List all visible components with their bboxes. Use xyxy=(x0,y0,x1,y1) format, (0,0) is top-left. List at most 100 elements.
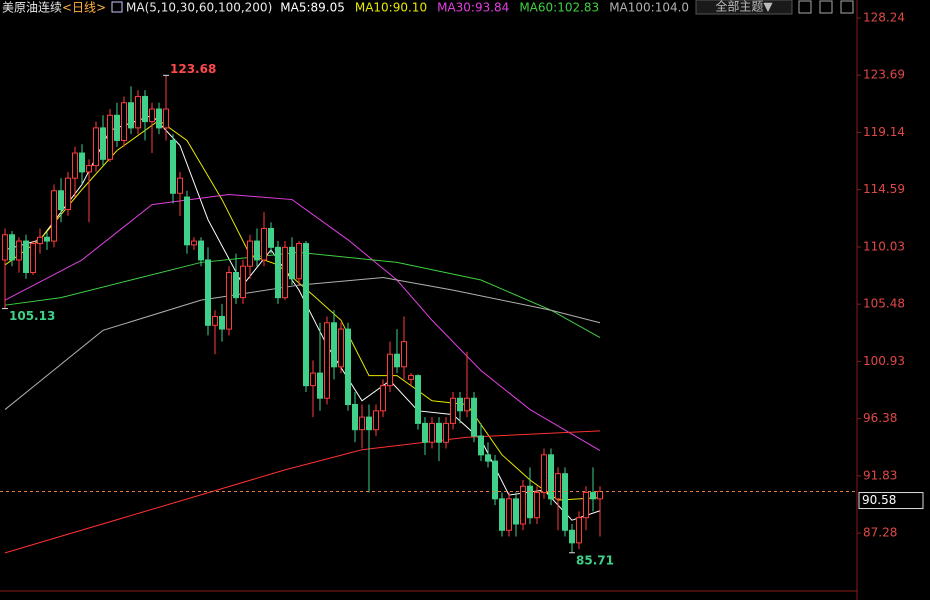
icon-button[interactable] xyxy=(840,0,854,14)
theme-menu[interactable] xyxy=(695,0,793,15)
ma-line xyxy=(4,277,601,410)
candle-body xyxy=(541,454,547,494)
icon-button[interactable] xyxy=(819,0,833,14)
candle-body xyxy=(30,243,36,273)
candle-body xyxy=(142,95,148,123)
candle-body xyxy=(415,375,421,424)
candle-body xyxy=(338,328,344,368)
candle-body xyxy=(128,102,134,129)
candle-body xyxy=(282,246,288,299)
icon-button[interactable] xyxy=(798,0,812,14)
candle-body xyxy=(16,240,22,261)
y-tick-label: 119.14 xyxy=(863,125,905,139)
candle-body xyxy=(359,416,365,431)
candle-body xyxy=(499,498,505,531)
y-tick-label: 114.59 xyxy=(863,182,905,196)
candle-body xyxy=(345,328,351,406)
candle-body xyxy=(261,227,267,261)
candle-body xyxy=(254,240,260,261)
candle-body xyxy=(86,165,92,173)
candle-body xyxy=(422,422,428,443)
candle-body xyxy=(569,529,575,544)
candle-body xyxy=(296,243,302,280)
candle-body xyxy=(485,454,491,462)
candle-body xyxy=(310,372,316,387)
last-price-label: 90.58 xyxy=(862,493,896,507)
candle-body xyxy=(289,246,295,280)
candle-body xyxy=(317,372,323,399)
y-tick-label: 96.38 xyxy=(863,411,897,425)
legend-entry: MA10:90.10 xyxy=(355,1,427,15)
candle-body xyxy=(513,498,519,525)
candle-body xyxy=(219,316,225,330)
last-price-box xyxy=(858,492,924,510)
y-tick-label: 123.69 xyxy=(863,68,905,82)
candle-body xyxy=(212,316,218,326)
candle-body xyxy=(527,485,533,519)
candle-body xyxy=(331,322,337,368)
candle-body xyxy=(443,422,449,443)
candle-body xyxy=(170,139,176,194)
y-tick-label: 91.83 xyxy=(863,468,897,482)
annotation-label: 85.71 xyxy=(576,553,614,567)
candle-body xyxy=(2,234,8,261)
candle-body xyxy=(478,435,484,456)
candle-body xyxy=(93,127,99,167)
candle-body xyxy=(555,473,561,500)
candle-body xyxy=(114,114,120,141)
candle-body xyxy=(163,108,169,129)
candle-body xyxy=(548,454,554,500)
candle-body xyxy=(156,108,162,129)
candle-body xyxy=(135,95,141,129)
candle-body xyxy=(149,108,155,123)
period: <日线> xyxy=(62,1,106,15)
legend-entry: MA5:89.05 xyxy=(280,1,345,15)
candle-body xyxy=(79,152,85,173)
candle-body xyxy=(51,190,57,242)
candle-body xyxy=(226,271,232,330)
y-tick-label: 110.03 xyxy=(863,239,905,253)
candle-body xyxy=(275,246,281,299)
candle-body xyxy=(240,265,246,299)
ma-line xyxy=(4,430,601,554)
annotation-label: 105.13 xyxy=(9,309,55,323)
instrument-title: 美原油连续 xyxy=(2,0,62,15)
candle-body xyxy=(394,353,400,368)
candle-body xyxy=(100,127,106,160)
candle-body xyxy=(352,404,358,431)
candle-body xyxy=(205,259,211,326)
candle-body xyxy=(520,485,526,525)
candle-body xyxy=(450,397,456,424)
candle-body xyxy=(324,322,330,399)
ma-line xyxy=(4,119,601,501)
candle-body xyxy=(303,243,309,387)
indicator-icon[interactable] xyxy=(111,1,123,13)
candle-body xyxy=(597,491,603,500)
candle-body xyxy=(436,422,442,443)
candle-body xyxy=(121,102,127,141)
theme-menu-label[interactable]: 全部主题▼ xyxy=(715,0,773,14)
candle-body xyxy=(37,236,43,245)
candle-body xyxy=(506,498,512,531)
candle-body xyxy=(562,473,568,531)
candle-body xyxy=(492,460,498,500)
ma-line xyxy=(4,194,601,451)
candle-body xyxy=(58,190,64,211)
y-tick-label: 128.24 xyxy=(863,10,905,24)
candle-body xyxy=(233,271,239,299)
candle-body xyxy=(464,397,470,412)
candle-body xyxy=(198,240,204,261)
legend-entry: MA30:93.84 xyxy=(437,1,509,15)
candle-body xyxy=(387,353,393,387)
candle-body xyxy=(429,422,435,443)
candle-body xyxy=(457,397,463,412)
candle-body xyxy=(380,385,386,412)
candle-body xyxy=(373,410,379,431)
candle-body xyxy=(366,416,372,431)
annotation-label: 123.68 xyxy=(170,62,216,76)
candle-body xyxy=(590,492,596,500)
candle-body xyxy=(9,234,15,261)
